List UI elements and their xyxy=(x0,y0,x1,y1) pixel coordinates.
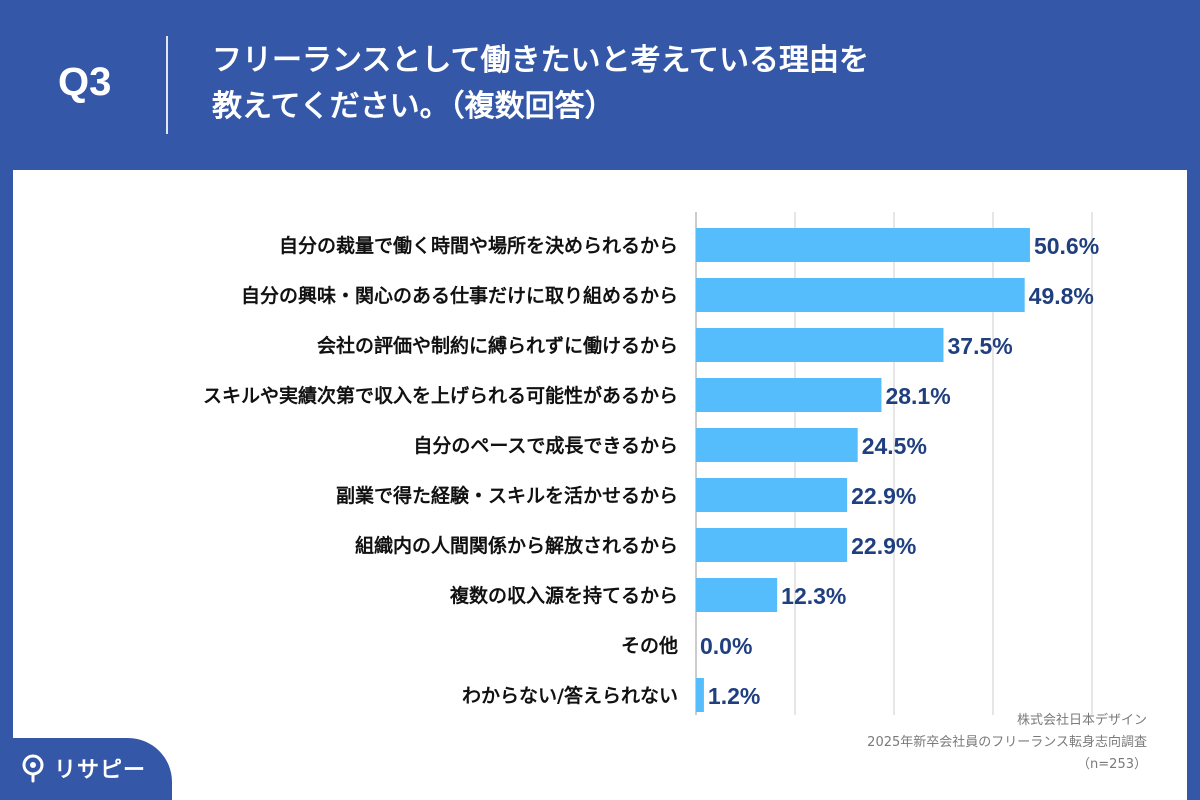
bar xyxy=(696,678,704,712)
source-company: 株式会社日本デザイン xyxy=(1016,713,1147,728)
category-label: スキルや実績次第で収入を上げられる可能性があるから xyxy=(203,384,678,407)
data-label: 28.1% xyxy=(885,383,950,409)
chart-panel: 自分の裁量で働く時間や場所を決められるから 50.6% 自分の興味・関心のある仕事だ… xyxy=(13,170,1187,800)
data-label: 24.5% xyxy=(862,433,927,459)
source-survey: 2025年新卒会社員のフリーランス転身志向調査 xyxy=(867,735,1147,750)
bar xyxy=(696,478,848,512)
bar xyxy=(696,528,848,562)
bar xyxy=(696,428,858,462)
data-label: 22.9% xyxy=(851,483,916,509)
category-label: その他 xyxy=(621,634,678,657)
bar xyxy=(696,378,882,412)
question-title-line-1: フリーランスとして働きたいと考えている理由を xyxy=(212,43,869,78)
question-title: フリーランスとして働きたいと考えている理由を 教えてください。（複数回答） xyxy=(212,38,1172,130)
bar xyxy=(696,328,944,362)
data-label: 0.0% xyxy=(700,633,752,659)
brand-logo: リサピー xyxy=(18,752,146,784)
logo-tab: リサピー xyxy=(0,738,172,800)
bar-chart: 自分の裁量で働く時間や場所を決められるから 50.6% 自分の興味・関心のある仕事だ… xyxy=(203,212,1099,715)
bar xyxy=(696,278,1025,312)
data-label: 37.5% xyxy=(948,333,1013,359)
header-divider xyxy=(166,36,168,134)
bar xyxy=(696,578,778,612)
category-label: 組織内の人間関係から解放されるから xyxy=(355,534,678,557)
data-label: 1.2% xyxy=(708,683,760,709)
category-label: 複数の収入源を持てるから xyxy=(449,584,678,607)
source-sample-size: （n=253） xyxy=(1077,757,1147,772)
category-label: 自分の裁量で働く時間や場所を決められるから xyxy=(279,234,678,257)
category-label: 会社の評価や制約に縛られずに働けるから xyxy=(317,334,678,357)
category-label: 副業で得た経験・スキルを活かせるから xyxy=(336,484,678,507)
pin-icon xyxy=(22,754,44,783)
bar xyxy=(696,228,1030,262)
data-label: 12.3% xyxy=(781,583,846,609)
source-note: 株式会社日本デザイン 2025年新卒会社員のフリーランス転身志向調査 （n=25… xyxy=(867,710,1147,776)
category-label: わからない/答えられない xyxy=(462,684,678,707)
question-number: Q3 xyxy=(58,60,112,104)
question-title-line-2: 教えてください。（複数回答） xyxy=(212,89,615,124)
category-label: 自分のペースで成長できるから xyxy=(413,434,678,457)
data-label: 22.9% xyxy=(851,533,916,559)
data-label: 49.8% xyxy=(1029,283,1094,309)
category-label: 自分の興味・関心のある仕事だけに取り組めるから xyxy=(241,284,678,307)
data-label: 50.6% xyxy=(1034,233,1099,259)
brand-name: リサピー xyxy=(54,758,147,783)
